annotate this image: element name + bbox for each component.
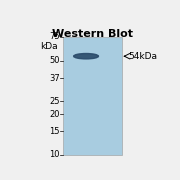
- Bar: [63, 37, 122, 155]
- Text: 25: 25: [49, 97, 60, 106]
- Text: 20: 20: [49, 110, 60, 119]
- Text: kDa: kDa: [40, 42, 58, 51]
- Ellipse shape: [74, 53, 98, 59]
- Text: 54kDa: 54kDa: [129, 52, 158, 61]
- Text: 50: 50: [49, 56, 60, 65]
- Text: Western Blot: Western Blot: [52, 29, 133, 39]
- Text: 75: 75: [49, 33, 60, 42]
- Text: 15: 15: [49, 127, 60, 136]
- Text: 37: 37: [49, 74, 60, 83]
- Text: 10: 10: [49, 150, 60, 159]
